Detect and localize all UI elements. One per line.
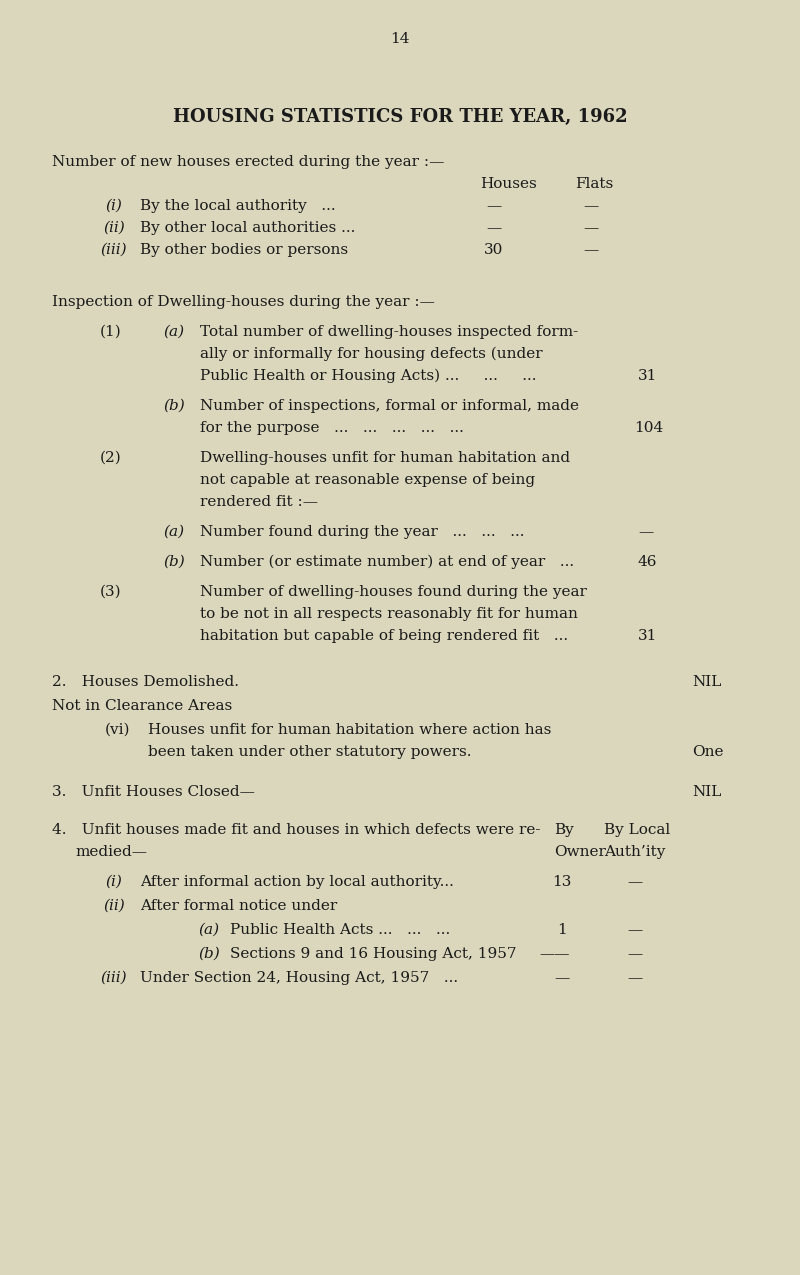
Text: Number of dwelling-houses found during the year: Number of dwelling-houses found during t… [200,585,587,599]
Text: 31: 31 [638,368,658,382]
Text: 2. Houses Demolished.: 2. Houses Demolished. [52,674,239,688]
Text: Auth’ity: Auth’ity [604,845,666,859]
Text: (a): (a) [163,325,184,339]
Text: been taken under other statutory powers.: been taken under other statutory powers. [148,745,471,759]
Text: 30: 30 [484,244,504,258]
Text: (vi): (vi) [105,723,130,737]
Text: (3): (3) [100,585,122,599]
Text: Sections 9 and 16 Housing Act, 1957: Sections 9 and 16 Housing Act, 1957 [230,947,517,961]
Text: By Local: By Local [604,822,670,836]
Text: Inspection of Dwelling-houses during the year :—: Inspection of Dwelling-houses during the… [52,295,435,309]
Text: —: — [627,923,642,937]
Text: habitation but capable of being rendered fit   ...: habitation but capable of being rendered… [200,629,568,643]
Text: 104: 104 [634,421,663,435]
Text: NIL: NIL [692,785,722,799]
Text: —: — [627,947,642,961]
Text: to be not in all respects reasonably fit for human: to be not in all respects reasonably fit… [200,607,578,621]
Text: By the local authority   ...: By the local authority ... [140,199,336,213]
Text: Owner: Owner [554,845,606,859]
Text: not capable at reasonable expense of being: not capable at reasonable expense of bei… [200,473,535,487]
Text: Number (or estimate number) at end of year   ...: Number (or estimate number) at end of ye… [200,555,574,570]
Text: Number of new houses erected during the year :—: Number of new houses erected during the … [52,156,444,170]
Text: After formal notice under: After formal notice under [140,899,338,913]
Text: medied—: medied— [75,845,147,859]
Text: for the purpose   ...   ...   ...   ...   ...: for the purpose ... ... ... ... ... [200,421,464,435]
Text: Public Health Acts ...   ...   ...: Public Health Acts ... ... ... [230,923,450,937]
Text: (a): (a) [163,525,184,539]
Text: 1: 1 [557,923,567,937]
Text: —: — [583,221,598,235]
Text: Number found during the year   ...   ...   ...: Number found during the year ... ... ... [200,525,525,539]
Text: Houses unfit for human habitation where action has: Houses unfit for human habitation where … [148,723,551,737]
Text: (2): (2) [100,451,122,465]
Text: —: — [627,972,642,986]
Text: Flats: Flats [575,177,614,191]
Text: After informal action by local authority...: After informal action by local authority… [140,875,454,889]
Text: Total number of dwelling-houses inspected form-: Total number of dwelling-houses inspecte… [200,325,578,339]
Text: 46: 46 [638,555,658,569]
Text: Not in Clearance Areas: Not in Clearance Areas [52,699,232,713]
Text: (iii): (iii) [100,972,126,986]
Text: One: One [692,745,723,759]
Text: Under Section 24, Housing Act, 1957   ...: Under Section 24, Housing Act, 1957 ... [140,972,458,986]
Text: (i): (i) [105,199,122,213]
Text: By other bodies or persons: By other bodies or persons [140,244,348,258]
Text: 13: 13 [552,875,572,889]
Text: 4. Unfit houses made fit and houses in which defects were re-: 4. Unfit houses made fit and houses in w… [52,822,541,836]
Text: HOUSING STATISTICS FOR THE YEAR, 1962: HOUSING STATISTICS FOR THE YEAR, 1962 [173,108,627,126]
Text: —: — [638,525,654,539]
Text: By: By [554,822,574,836]
Text: Houses: Houses [480,177,537,191]
Text: Public Health or Housing Acts) ...     ...     ...: Public Health or Housing Acts) ... ... .… [200,368,537,384]
Text: (1): (1) [100,325,122,339]
Text: 14: 14 [390,32,410,46]
Text: (b): (b) [163,555,185,569]
Text: (i): (i) [105,875,122,889]
Text: Number of inspections, formal or informal, made: Number of inspections, formal or informa… [200,399,579,413]
Text: —: — [486,221,502,235]
Text: (ii): (ii) [103,221,125,235]
Text: ally or informally for housing defects (under: ally or informally for housing defects (… [200,347,542,361]
Text: 31: 31 [638,629,658,643]
Text: (a): (a) [198,923,219,937]
Text: (ii): (ii) [103,899,125,913]
Text: Dwelling-houses unfit for human habitation and: Dwelling-houses unfit for human habitati… [200,451,570,465]
Text: (b): (b) [198,947,220,961]
Text: rendered fit :—: rendered fit :— [200,495,318,509]
Text: By other local authorities ...: By other local authorities ... [140,221,355,235]
Text: —: — [486,199,502,213]
Text: ——: —— [540,947,570,961]
Text: —: — [554,972,570,986]
Text: —: — [583,244,598,258]
Text: —: — [627,875,642,889]
Text: (b): (b) [163,399,185,413]
Text: NIL: NIL [692,674,722,688]
Text: 3. Unfit Houses Closed—: 3. Unfit Houses Closed— [52,785,255,799]
Text: —: — [583,199,598,213]
Text: (iii): (iii) [100,244,126,258]
